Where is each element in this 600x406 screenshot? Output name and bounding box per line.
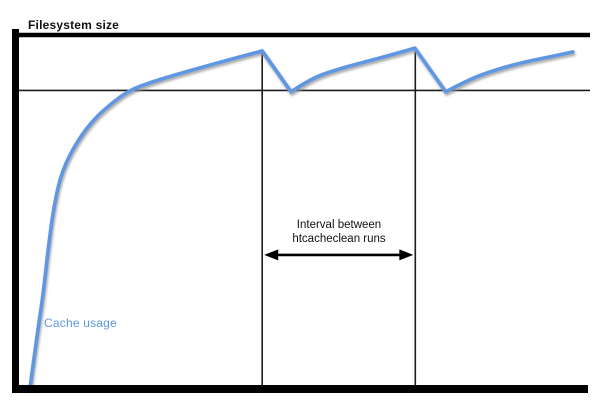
y-axis: [12, 29, 19, 393]
interval-arrow-right-head: [399, 249, 414, 261]
cache-usage-label: Cache usage: [44, 316, 117, 330]
interval-arrow-left-head: [264, 249, 279, 261]
x-axis: [12, 385, 588, 393]
cache-usage-curve: [28, 46, 575, 390]
filesystem-size-label: Filesystem size: [28, 18, 120, 32]
interval-between-runs-label: Interval between htcacheclean runs: [292, 219, 386, 245]
